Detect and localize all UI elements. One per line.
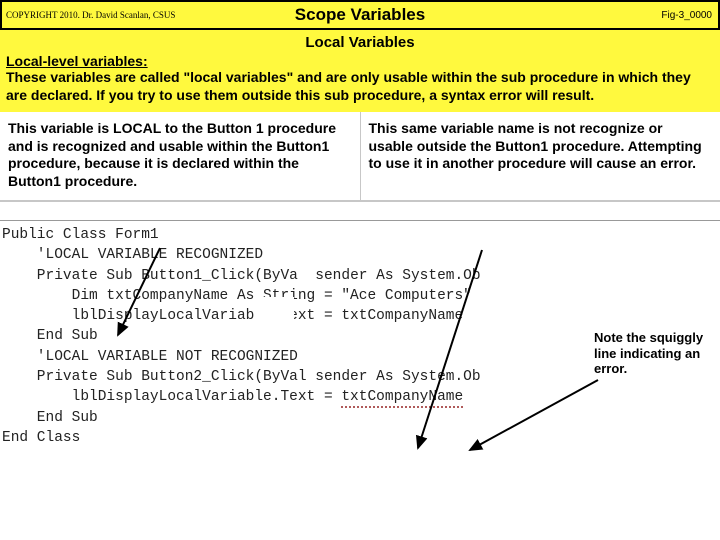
local-subtitle: Local-level variables: <box>6 53 148 69</box>
page-title: Scope Variables <box>295 5 425 25</box>
title-bar: COPYRIGHT 2010. Dr. David Scanlan, CSUS … <box>0 0 720 30</box>
code-area: Public Class Form1 'LOCAL VARIABLE RECOG… <box>0 202 720 448</box>
code-line-3a: Private Sub Button1_Click(ByVa <box>2 268 298 284</box>
code-line-10: End Sub <box>2 410 98 426</box>
local-heading: Local Variables <box>6 34 714 51</box>
code-line-5a: lblDisplayLocalVariable.Text = <box>2 308 341 324</box>
code-line-3b: sender As System.Ob <box>298 268 481 284</box>
explain-right: This same variable name is not recognize… <box>361 112 720 200</box>
figure-label: Fig-3_0000 <box>661 10 712 21</box>
copyright-text: COPYRIGHT 2010. Dr. David Scanlan, CSUS <box>2 10 182 20</box>
local-body: These variables are called "local variab… <box>6 69 714 104</box>
code-line-5b: txtCompanyName <box>341 308 463 324</box>
code-line-7: 'LOCAL VARIABLE NOT RECOGNIZED <box>2 349 298 365</box>
code-line-9b-error: txtCompanyName <box>341 389 463 408</box>
explanation-row: This variable is LOCAL to the Button 1 p… <box>0 112 720 202</box>
code-line-1: Public Class Form1 <box>2 227 159 243</box>
error-note: Note the squiggly line indicating an err… <box>592 328 714 379</box>
code-line-11: End Class <box>2 430 80 446</box>
explain-left: This variable is LOCAL to the Button 1 p… <box>0 112 361 200</box>
code-line-6: End Sub <box>2 328 98 344</box>
local-variables-section: Local Variables Local-level variables: T… <box>0 30 720 112</box>
code-line-4: Dim txtCompanyName As String = "Ace Comp… <box>2 288 472 304</box>
code-line-8: Private Sub Button2_Click(ByVal sender A… <box>2 369 481 385</box>
code-line-2: 'LOCAL VARIABLE RECOGNIZED <box>2 247 263 263</box>
code-line-9a: lblDisplayLocalVariable.Text = <box>2 389 341 405</box>
